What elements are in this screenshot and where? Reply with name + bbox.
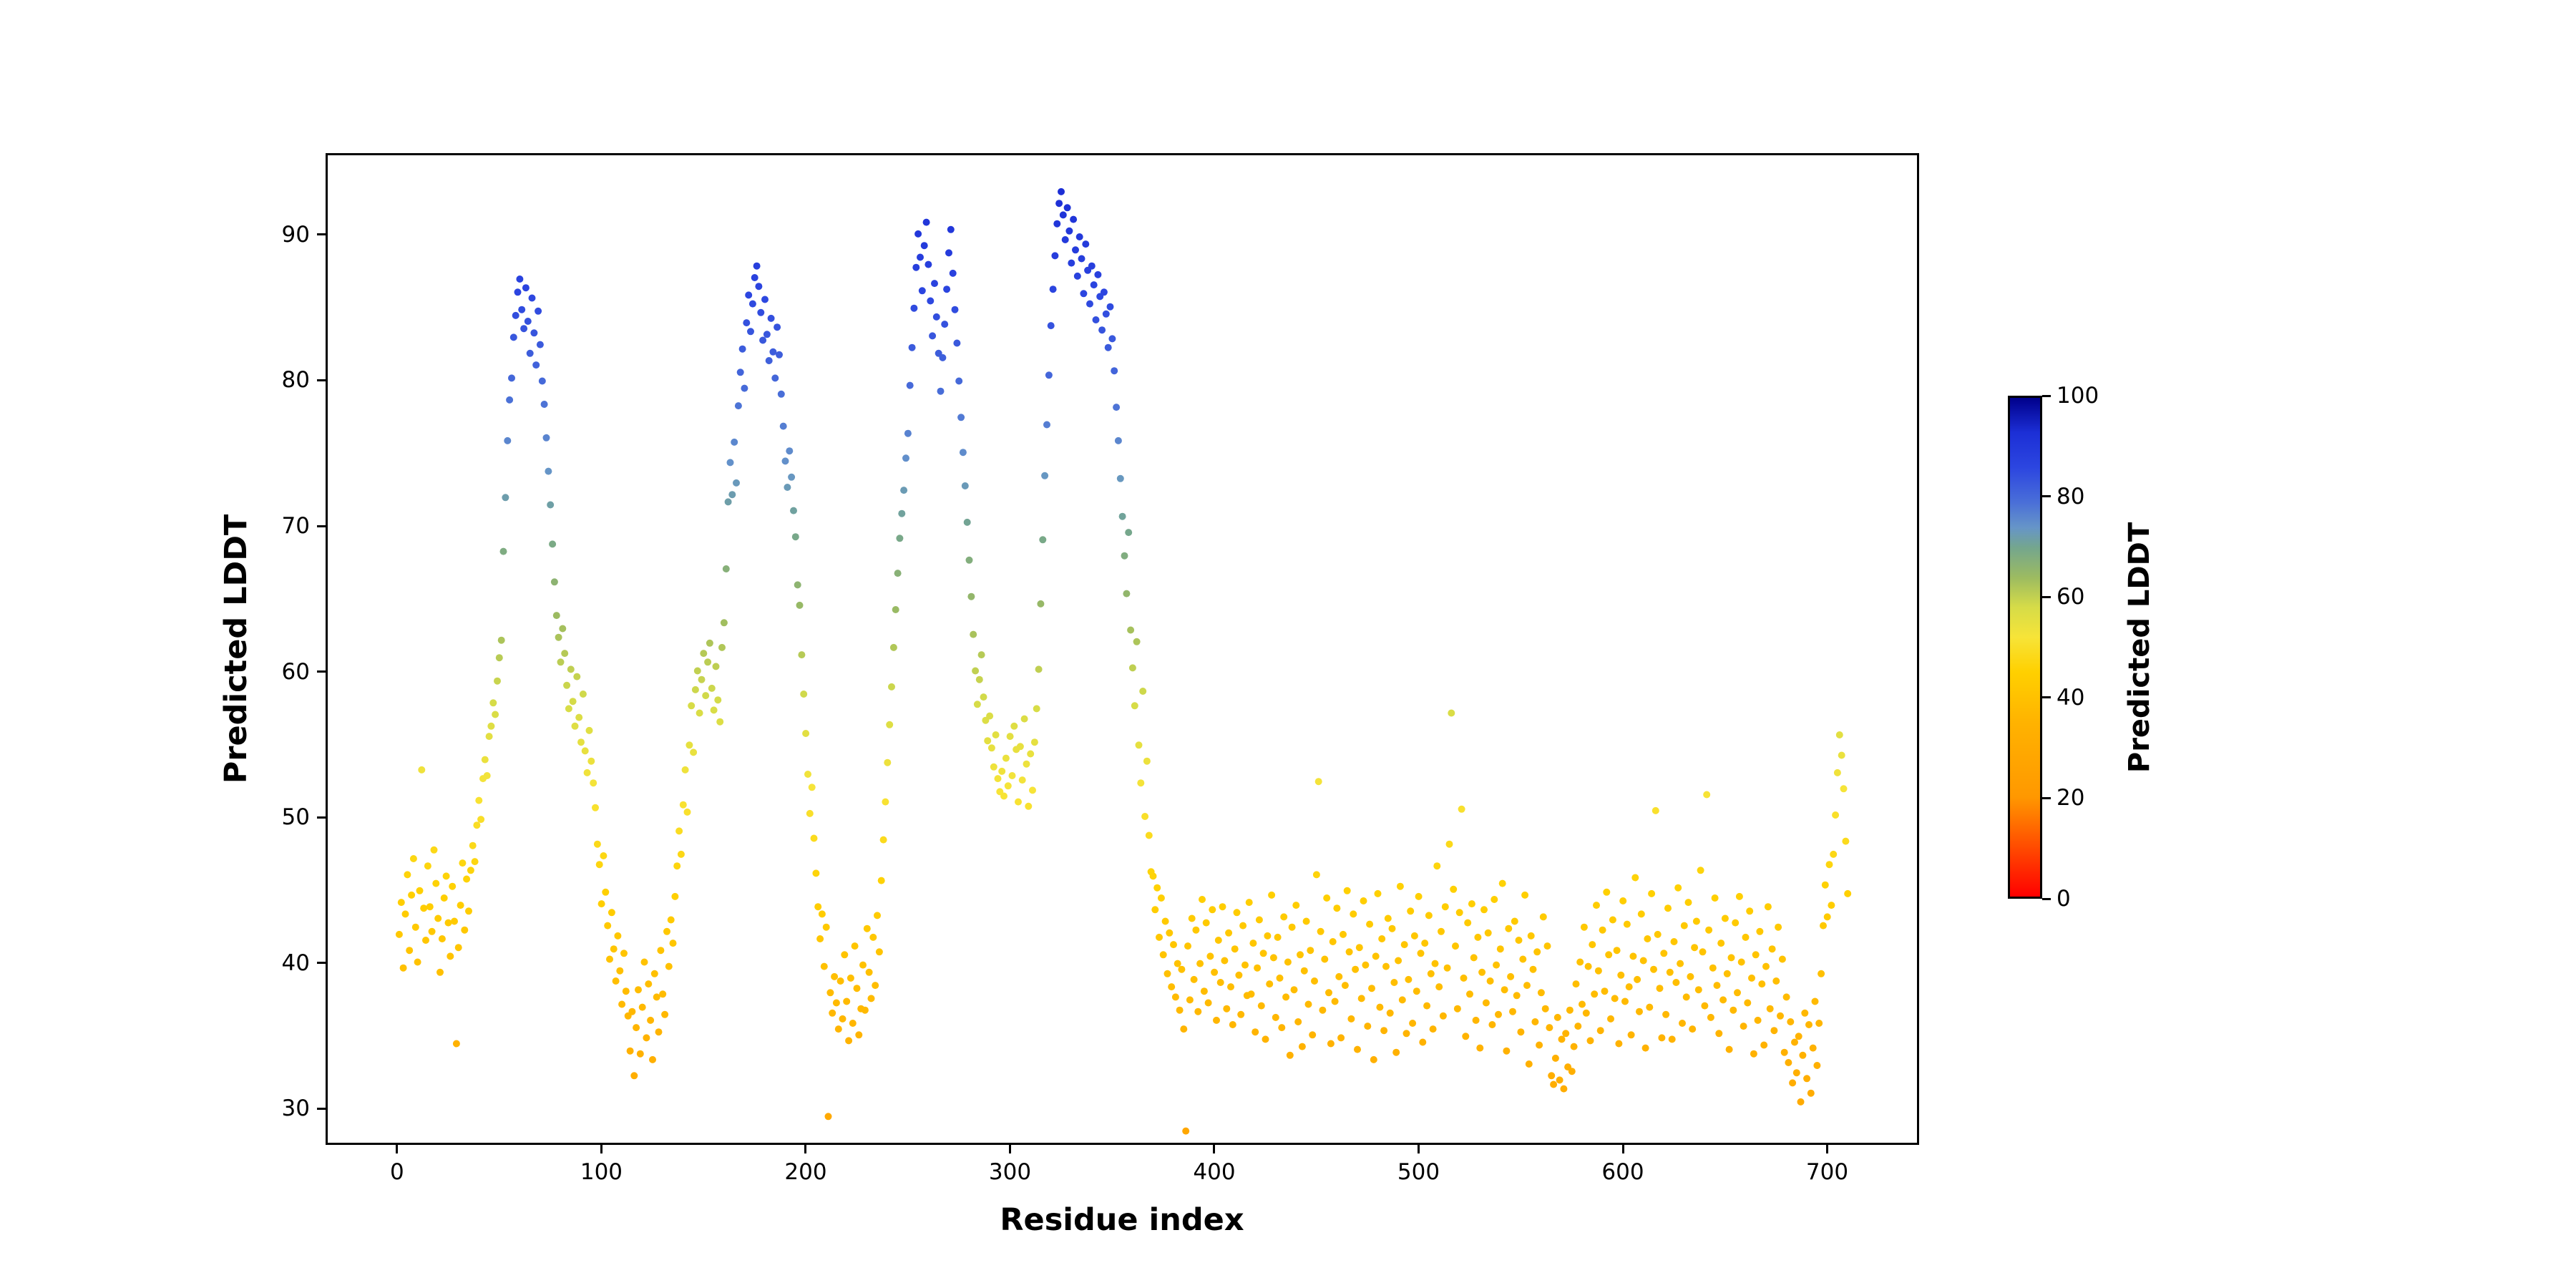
colorbar-tick-label: 80 [2057, 483, 2085, 509]
colorbar-tick-mark [2042, 897, 2051, 900]
x-tick-mark [396, 1145, 399, 1153]
colorbar-tick-mark [2042, 595, 2051, 598]
colorbar-label: Predicted LDDT [2123, 522, 2156, 774]
y-tick-mark [317, 962, 326, 965]
x-tick-label: 200 [784, 1159, 827, 1185]
y-tick-label: 80 [281, 367, 310, 394]
x-tick-label: 700 [1805, 1159, 1849, 1185]
colorbar-tick-label: 20 [2057, 785, 2085, 811]
colorbar-tick-label: 60 [2057, 584, 2085, 610]
x-tick-label: 600 [1601, 1159, 1644, 1185]
x-tick-mark [1826, 1145, 1829, 1153]
colorbar-tick-mark [2042, 495, 2051, 498]
x-tick-mark [1008, 1145, 1011, 1153]
y-tick-mark [317, 379, 326, 381]
x-tick-label: 0 [390, 1159, 404, 1185]
x-tick-mark [1417, 1145, 1420, 1153]
y-tick-mark [317, 670, 326, 673]
y-tick-label: 30 [281, 1096, 310, 1122]
x-tick-mark [600, 1145, 602, 1153]
x-tick-label: 400 [1193, 1159, 1236, 1185]
colorbar-tick-mark [2042, 696, 2051, 699]
y-tick-mark [317, 233, 326, 236]
x-axis-label: Residue index [1000, 1202, 1244, 1238]
colorbar-tick-label: 100 [2057, 383, 2099, 409]
x-tick-mark [1213, 1145, 1216, 1153]
y-tick-label: 50 [281, 804, 310, 831]
y-tick-mark [317, 1107, 326, 1110]
x-tick-mark [804, 1145, 807, 1153]
y-tick-label: 90 [281, 221, 310, 248]
y-tick-mark [317, 525, 326, 527]
plot-area [326, 153, 1919, 1145]
y-tick-mark [317, 816, 326, 819]
x-tick-mark [1621, 1145, 1624, 1153]
x-tick-label: 500 [1397, 1159, 1440, 1185]
colorbar-gradient [2008, 396, 2042, 899]
colorbar-tick-mark [2042, 796, 2051, 799]
scatter-points [395, 187, 1852, 1135]
x-tick-label: 300 [988, 1159, 1032, 1185]
colorbar-tick-mark [2042, 394, 2051, 397]
y-tick-label: 60 [281, 658, 310, 685]
y-tick-label: 40 [281, 950, 310, 976]
y-axis-label: Predicted LDDT [218, 514, 254, 784]
x-tick-label: 100 [580, 1159, 623, 1185]
colorbar-tick-label: 40 [2057, 684, 2085, 711]
y-tick-label: 70 [281, 513, 310, 540]
colorbar-tick-label: 0 [2057, 886, 2071, 912]
